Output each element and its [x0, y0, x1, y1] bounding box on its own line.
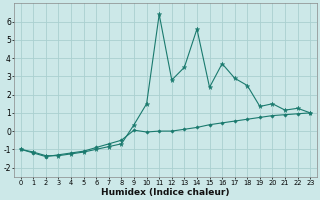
X-axis label: Humidex (Indice chaleur): Humidex (Indice chaleur) [101, 188, 230, 197]
